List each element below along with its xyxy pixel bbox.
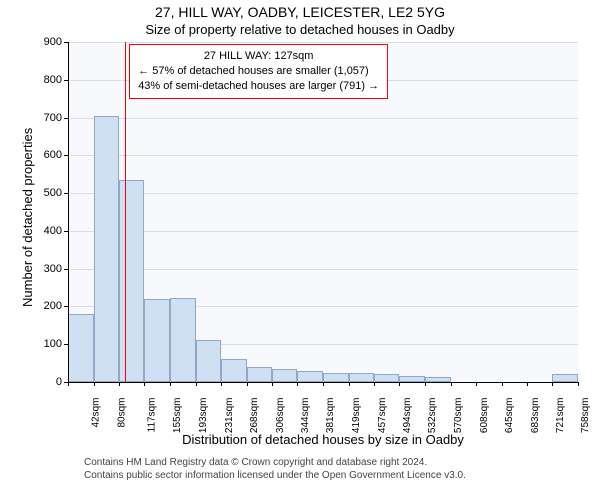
reference-line <box>125 42 126 382</box>
y-tick-label: 200 <box>34 300 62 312</box>
histogram-bar <box>323 373 349 382</box>
y-tick-label: 800 <box>34 74 62 86</box>
x-tick-label: 608sqm <box>479 398 490 434</box>
histogram-bar <box>221 359 247 382</box>
y-tick-label: 500 <box>34 187 62 199</box>
histogram-bar <box>196 340 221 382</box>
x-tick-label: 344sqm <box>300 398 311 434</box>
plot-area: 27 HILL WAY: 127sqm← 57% of detached hou… <box>68 42 578 382</box>
y-tick-label: 300 <box>34 263 62 275</box>
gridline <box>68 155 578 156</box>
histogram-bar <box>119 180 145 382</box>
histogram-bar <box>272 369 297 382</box>
x-tick-label: 306sqm <box>275 398 286 434</box>
gridline <box>68 231 578 232</box>
x-tick-label: 494sqm <box>402 398 413 434</box>
histogram-bar <box>68 314 94 382</box>
x-tick-mark <box>578 382 579 386</box>
histogram-bar <box>374 374 400 382</box>
y-tick-label: 0 <box>34 376 62 388</box>
x-tick-label: 193sqm <box>198 398 209 434</box>
annotation-line: 43% of semi-detached houses are larger (… <box>138 79 379 94</box>
gridline <box>68 193 578 194</box>
annotation-line: ← 57% of detached houses are smaller (1,… <box>138 64 379 79</box>
gridline <box>68 269 578 270</box>
y-tick-label: 900 <box>34 36 62 48</box>
y-tick-label: 700 <box>34 112 62 124</box>
y-tick-label: 400 <box>34 225 62 237</box>
x-tick-label: 570sqm <box>453 398 464 434</box>
x-tick-label: 419sqm <box>351 398 362 434</box>
x-tick-label: 758sqm <box>580 398 591 434</box>
chart-title-main: 27, HILL WAY, OADBY, LEICESTER, LE2 5YG <box>0 4 600 20</box>
gridline <box>68 42 578 43</box>
y-tick-label: 100 <box>34 338 62 350</box>
x-tick-label: 117sqm <box>146 398 157 433</box>
histogram-bar <box>170 298 196 382</box>
footer-line-2: Contains public sector information licen… <box>84 469 466 482</box>
histogram-bar <box>144 299 170 382</box>
histogram-bar <box>247 367 273 382</box>
gridline <box>68 118 578 119</box>
histogram-bar <box>297 371 323 382</box>
y-axis-label: Number of detached properties <box>20 128 35 307</box>
x-tick-label: 42sqm <box>91 398 102 428</box>
x-axis-line <box>68 382 578 383</box>
x-tick-label: 80sqm <box>116 398 127 428</box>
chart-title-sub: Size of property relative to detached ho… <box>0 22 600 37</box>
x-tick-label: 532sqm <box>428 398 439 434</box>
x-tick-label: 231sqm <box>224 398 235 434</box>
x-tick-label: 268sqm <box>249 398 260 434</box>
x-tick-label: 721sqm <box>555 398 566 434</box>
x-tick-label: 683sqm <box>530 398 541 434</box>
annotation-box: 27 HILL WAY: 127sqm← 57% of detached hou… <box>129 44 388 99</box>
footer-line-1: Contains HM Land Registry data © Crown c… <box>84 456 466 469</box>
annotation-line: 27 HILL WAY: 127sqm <box>138 49 379 64</box>
histogram-bar <box>349 373 374 382</box>
x-tick-label: 457sqm <box>377 398 388 434</box>
attribution-footer: Contains HM Land Registry data © Crown c… <box>84 456 466 482</box>
figure: 27, HILL WAY, OADBY, LEICESTER, LE2 5YG … <box>0 0 600 500</box>
y-axis-line <box>68 42 69 382</box>
y-tick-label: 600 <box>34 149 62 161</box>
x-tick-label: 645sqm <box>504 398 515 434</box>
x-tick-label: 381sqm <box>325 398 336 434</box>
x-tick-label: 155sqm <box>173 398 184 434</box>
x-axis-label: Distribution of detached houses by size … <box>68 432 578 447</box>
histogram-bar <box>94 116 119 382</box>
histogram-bar <box>552 374 578 382</box>
